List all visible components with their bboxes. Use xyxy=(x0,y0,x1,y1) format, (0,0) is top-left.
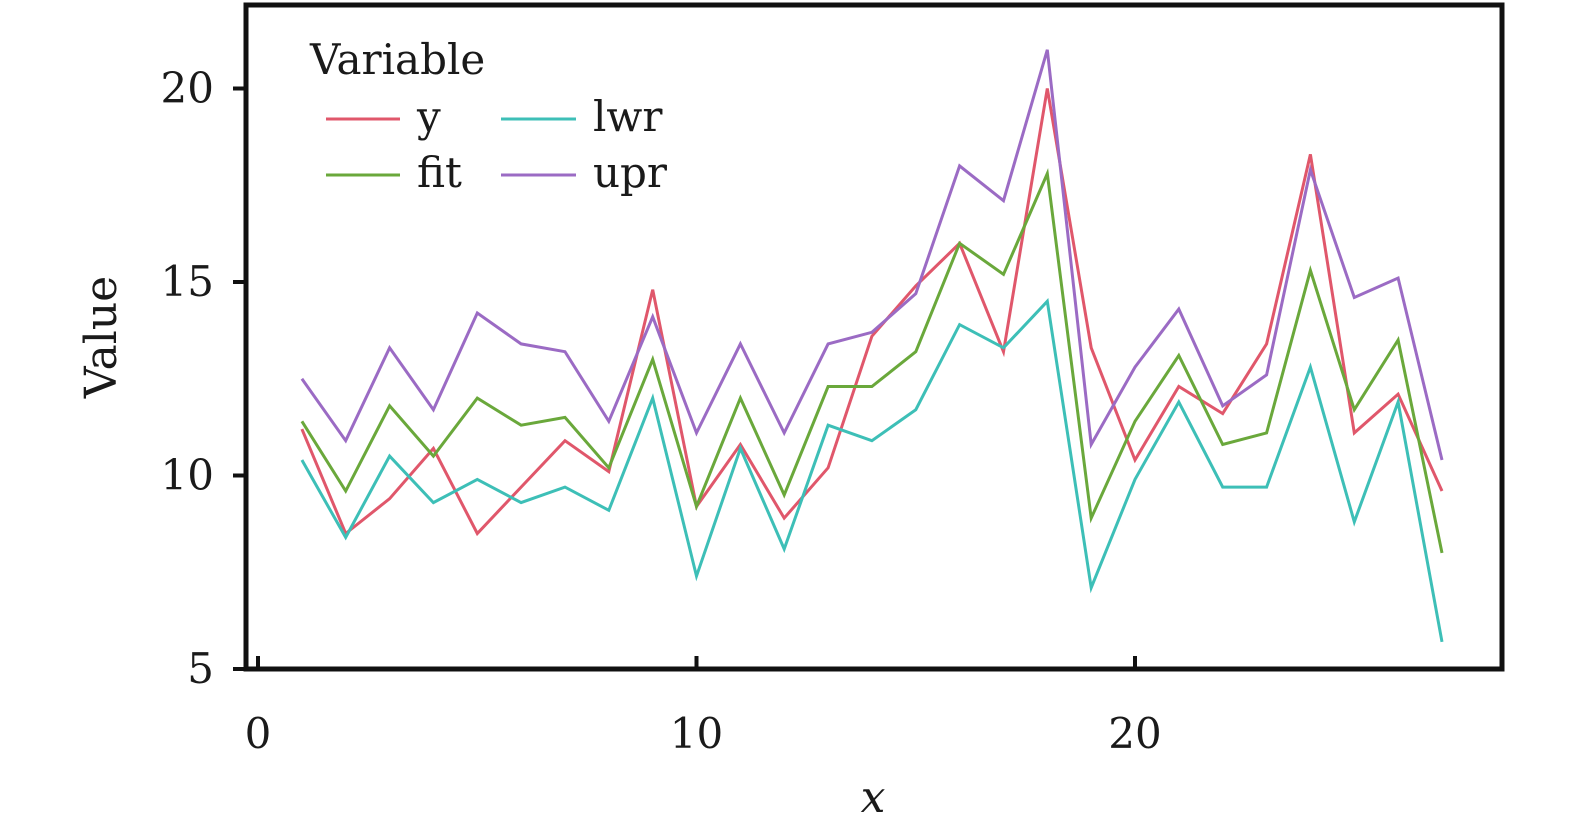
y-tick-label: 20 xyxy=(161,64,214,113)
series-line-fit xyxy=(300,168,1444,554)
legend-label-y: y xyxy=(416,92,441,141)
legend-item-fit: fit xyxy=(326,148,462,197)
legend-item-upr: upr xyxy=(501,148,668,197)
series-line-upr xyxy=(300,49,1444,461)
legend-item-y: y xyxy=(326,92,441,141)
x-axis-title: x xyxy=(861,772,886,823)
legend: Variable y lwr fit upr xyxy=(309,35,668,197)
x-tick-label: 20 xyxy=(1108,709,1161,758)
plot-frame xyxy=(243,2,1505,672)
x-tick-label: 0 xyxy=(245,709,272,758)
y-axis: 5 10 15 20 xyxy=(161,64,246,693)
y-axis-title: Value xyxy=(76,276,127,399)
series-line-lwr xyxy=(300,298,1444,643)
series-layer xyxy=(300,49,1444,643)
legend-item-lwr: lwr xyxy=(501,92,663,141)
y-tick-label: 5 xyxy=(187,644,214,693)
x-axis: 0 10 20 xyxy=(245,656,1162,758)
legend-label-upr: upr xyxy=(593,148,668,197)
y-tick-label: 15 xyxy=(161,257,214,306)
x-tick-label: 10 xyxy=(670,709,723,758)
y-tick-label: 10 xyxy=(161,451,214,500)
legend-label-fit: fit xyxy=(417,148,462,197)
legend-title: Variable xyxy=(309,35,485,84)
series-line-y xyxy=(300,88,1444,537)
legend-label-lwr: lwr xyxy=(593,92,663,141)
